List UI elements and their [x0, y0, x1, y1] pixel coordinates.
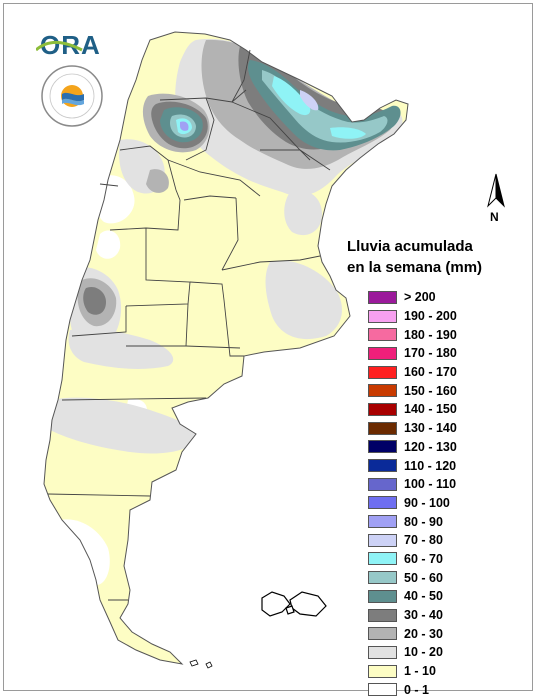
legend-item: 190 - 200	[368, 307, 457, 326]
legend-item: 80 - 90	[368, 512, 457, 531]
zone-60-70	[330, 127, 366, 139]
legend-label: 90 - 100	[404, 495, 450, 510]
legend-item: 40 - 50	[368, 587, 457, 606]
legend-item: 180 - 190	[368, 325, 457, 344]
legend-item: 120 - 130	[368, 438, 457, 457]
legend-label: 10 - 20	[404, 645, 443, 660]
zone-0-1	[96, 230, 121, 259]
legend-swatch	[368, 552, 397, 566]
zone-20-30	[146, 169, 169, 193]
north-label: N	[490, 210, 499, 224]
legend-label: 70 - 80	[404, 533, 443, 548]
legend-item: 50 - 60	[368, 568, 457, 587]
legend-item: 130 - 140	[368, 419, 457, 438]
legend-swatch	[368, 440, 397, 454]
legend-label: 160 - 170	[404, 365, 457, 380]
legend-swatch	[368, 328, 397, 342]
malvinas-islands	[261, 591, 327, 617]
country-outline	[43, 31, 409, 665]
province-borders	[47, 49, 331, 601]
legend-item: 100 - 110	[368, 475, 457, 494]
zone-60-70	[272, 76, 311, 116]
legend-item: 110 - 120	[368, 456, 457, 475]
legend-swatch	[368, 664, 397, 678]
legend: > 200 190 - 200 180 - 190 170 - 180 160 - 17…	[368, 288, 457, 699]
zone-70-80	[300, 90, 319, 111]
legend-swatch	[368, 346, 397, 360]
legend-label: 110 - 120	[404, 458, 457, 473]
rainfall-zones	[50, 38, 403, 586]
legend-swatch	[368, 533, 397, 547]
legend-item: > 200	[368, 288, 457, 307]
legend-label: 20 - 30	[404, 626, 443, 641]
legend-swatch	[368, 608, 397, 622]
legend-label: 150 - 160	[404, 383, 457, 398]
legend-title-line1: Lluvia acumulada	[347, 238, 473, 255]
legend-item: 140 - 150	[368, 400, 457, 419]
legend-label: 100 - 110	[404, 477, 457, 492]
legend-label: 130 - 140	[404, 421, 457, 436]
legend-label: 1 - 10	[404, 664, 436, 679]
legend-item: 1 - 10	[368, 662, 457, 681]
legend-swatch	[368, 515, 397, 529]
legend-label: 190 - 200	[404, 309, 457, 324]
legend-label: 120 - 130	[404, 439, 457, 454]
zone-10-20	[50, 397, 197, 454]
legend-item: 170 - 180	[368, 344, 457, 363]
legend-label: 0 - 1	[404, 682, 430, 697]
legend-swatch	[368, 571, 397, 585]
zone-10-20	[68, 328, 174, 369]
legend-swatch	[368, 365, 397, 379]
legend-swatch	[368, 589, 397, 603]
zone-10-20	[284, 190, 322, 236]
legend-swatch	[368, 496, 397, 510]
north-arrow-icon	[487, 173, 505, 208]
legend-item: 20 - 30	[368, 624, 457, 643]
legend-title-line2: en la semana (mm)	[347, 259, 483, 276]
legend-item: 150 - 160	[368, 381, 457, 400]
legend-swatch	[368, 290, 397, 304]
legend-label: 170 - 180	[404, 346, 457, 361]
legend-swatch	[368, 683, 397, 697]
zone-70-80	[180, 121, 189, 131]
legend-swatch	[368, 402, 397, 416]
legend-label: 40 - 50	[404, 589, 443, 604]
legend-swatch	[368, 645, 397, 659]
legend-title: Lluvia acumulada en la semana (mm)	[347, 236, 482, 278]
legend-label: 30 - 40	[404, 608, 443, 623]
legend-swatch	[368, 477, 397, 491]
ora-swoosh-icon	[36, 41, 83, 52]
legend-label: 180 - 190	[404, 327, 457, 342]
legend-item: 10 - 20	[368, 643, 457, 662]
legend-swatch	[368, 421, 397, 435]
legend-swatch	[368, 384, 397, 398]
legend-item: 70 - 80	[368, 531, 457, 550]
legend-label: 140 - 150	[404, 402, 457, 417]
zone-50-60	[262, 70, 388, 143]
legend-item: 160 - 170	[368, 363, 457, 382]
legend-label: 60 - 70	[404, 551, 443, 566]
smn-seal-icon	[40, 64, 104, 128]
tierra-del-fuego-islets	[189, 659, 213, 669]
zone-10-20	[265, 260, 342, 340]
legend-item: 60 - 70	[368, 550, 457, 569]
legend-swatch	[368, 309, 397, 323]
legend-item: 0 - 1	[368, 680, 457, 699]
legend-swatch	[368, 459, 397, 473]
legend-label: 80 - 90	[404, 514, 443, 529]
legend-item: 30 - 40	[368, 606, 457, 625]
legend-label: > 200	[404, 290, 436, 305]
legend-swatch	[368, 627, 397, 641]
legend-label: 50 - 60	[404, 570, 443, 585]
zone-30-40	[83, 286, 106, 315]
legend-item: 90 - 100	[368, 494, 457, 513]
